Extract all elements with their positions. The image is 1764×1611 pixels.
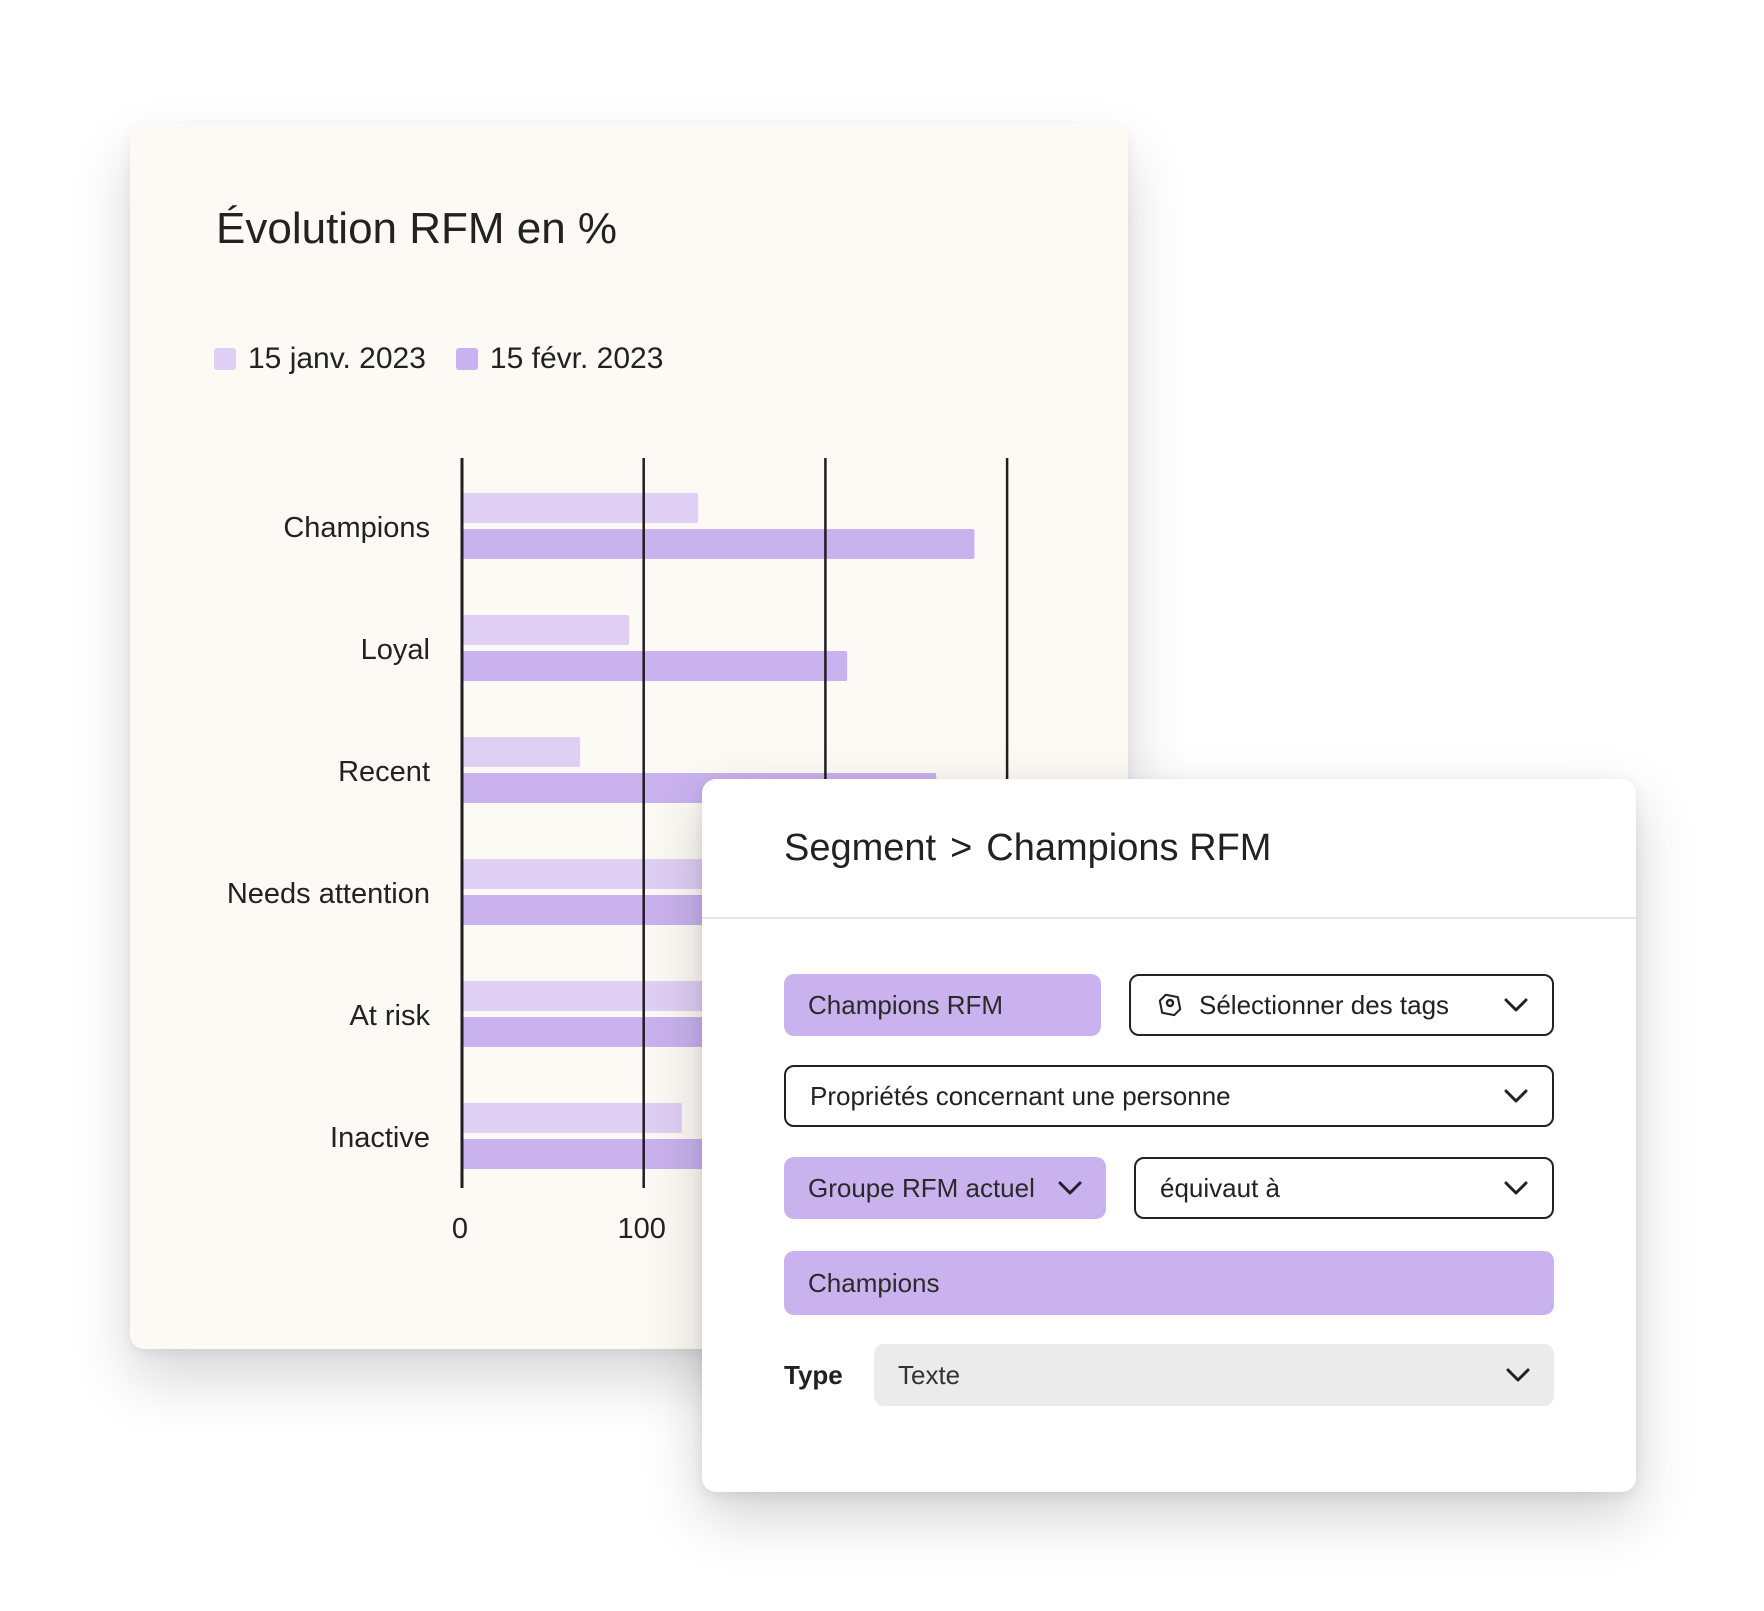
bar-inactive-series-2 (462, 1139, 762, 1169)
properties-select[interactable]: Propriétés concernant une personne (784, 1065, 1554, 1127)
bar-champions-series-2 (462, 529, 975, 559)
segment-name-label: Champions RFM (808, 989, 1004, 1020)
breadcrumb-separator: > (950, 826, 973, 869)
type-label: Type (784, 1359, 843, 1390)
group-rfm-select[interactable]: Groupe RFM actuel (784, 1157, 1106, 1219)
chevron-down-icon (1058, 1181, 1082, 1195)
category-label: Recent (338, 756, 430, 788)
category-label: Loyal (361, 634, 430, 666)
tags-select-label: Sélectionner des tags (1199, 989, 1450, 1020)
type-select-label: Texte (898, 1359, 961, 1390)
legend-swatch-jan (214, 348, 236, 370)
bar-inactive-series-1 (462, 1103, 682, 1133)
chevron-down-icon (1504, 1089, 1528, 1103)
category-label: Needs attention (227, 878, 430, 910)
bar-loyal-series-2 (462, 651, 848, 681)
bar-champions-series-1 (462, 493, 699, 523)
legend-swatch-feb (455, 348, 478, 370)
properties-select-label: Propriétés concernant une personne (810, 1080, 1231, 1111)
type-select[interactable]: Texte (874, 1344, 1554, 1406)
breadcrumb-parent[interactable]: Segment (784, 826, 937, 869)
operator-select[interactable]: équivaut à (1134, 1157, 1554, 1219)
chevron-down-icon (1506, 1368, 1530, 1382)
segment-row: Champions RFM Sélectionner des tags (784, 974, 1554, 1036)
breadcrumb: Segment > Champions RFM (784, 827, 1271, 870)
segment-panel: Segment > Champions RFM Champions RFM Sé… (702, 779, 1636, 1492)
chevron-down-icon (1504, 1181, 1528, 1195)
segment-name-pill[interactable]: Champions RFM (784, 974, 1101, 1036)
rfm-chart-card: Évolution RFM en % 15 janv. 2023 15 févr… (130, 124, 1128, 1349)
properties-row: Propriétés concernant une personne (784, 1065, 1554, 1127)
type-row: Type Texte (784, 1344, 1554, 1406)
x-tick-label: 0 (452, 1213, 468, 1245)
tag-icon (1158, 993, 1182, 1017)
legend-label-feb: 15 févr. 2023 (489, 342, 664, 375)
value-row: Champions (784, 1251, 1554, 1315)
category-label: Champions (283, 512, 430, 544)
panel-header: Segment > Champions RFM (702, 779, 1636, 919)
bar-at-risk-series-1 (462, 981, 735, 1011)
x-tick-label: 100 (618, 1213, 666, 1245)
group-rfm-label: Groupe RFM actuel (808, 1172, 1035, 1203)
category-label: At risk (349, 1000, 430, 1032)
bar-needs-attention-series-1 (462, 859, 753, 889)
chart-legend: 15 janv. 2023 15 févr. 2023 (214, 342, 663, 376)
chevron-down-icon (1504, 998, 1528, 1012)
legend-item-jan: 15 janv. 2023 (214, 342, 426, 376)
chart-title: Évolution RFM en % (216, 204, 618, 253)
legend-item-feb: 15 févr. 2023 (455, 342, 664, 376)
value-pill-label: Champions (808, 1267, 940, 1298)
value-pill[interactable]: Champions (784, 1251, 1554, 1315)
condition-row: Groupe RFM actuel équivaut à (784, 1157, 1554, 1219)
bar-loyal-series-1 (462, 615, 630, 645)
legend-label-jan: 15 janv. 2023 (248, 342, 426, 375)
bar-at-risk-series-2 (462, 1017, 780, 1047)
category-label: Inactive (330, 1122, 430, 1154)
operator-select-label: équivaut à (1160, 1172, 1280, 1203)
bar-recent-series-1 (462, 737, 581, 767)
tags-select[interactable]: Sélectionner des tags (1129, 974, 1554, 1036)
breadcrumb-current: Champions RFM (986, 826, 1272, 869)
